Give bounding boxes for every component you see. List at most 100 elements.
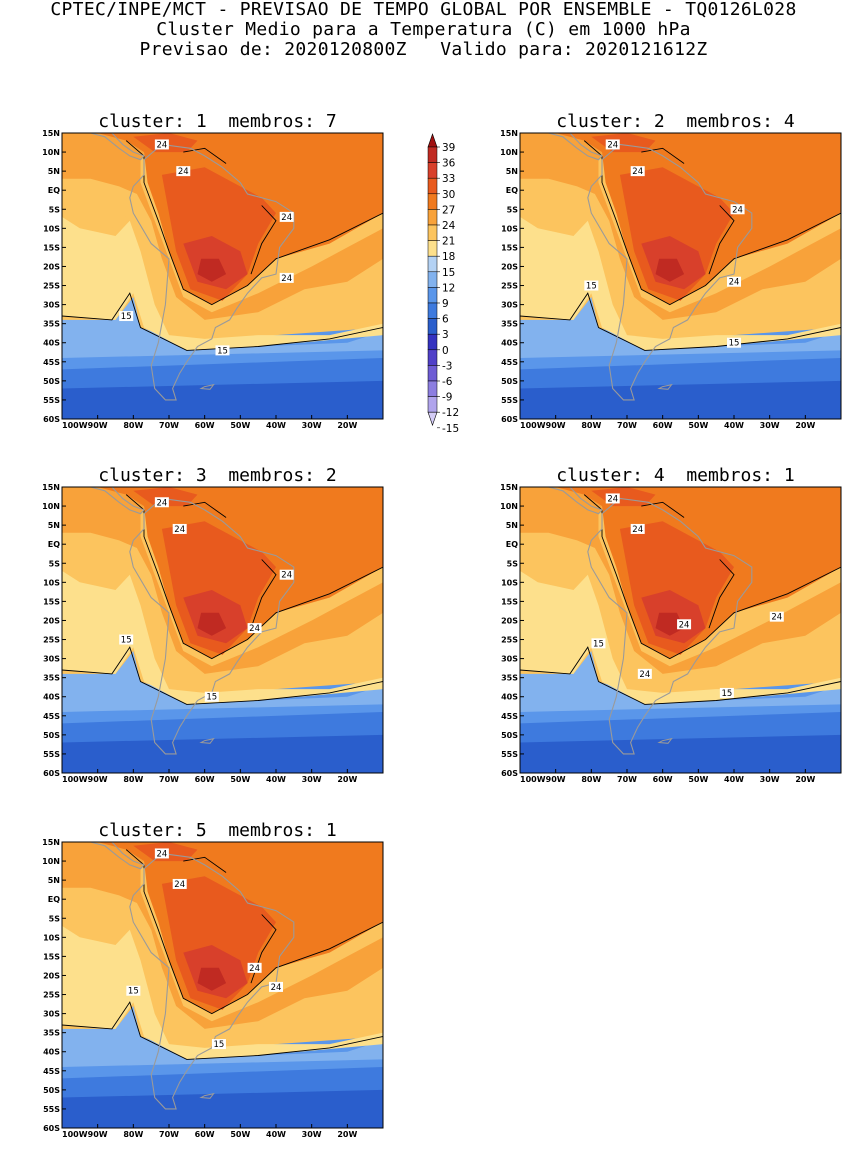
lat-label: 5N <box>506 167 518 176</box>
lat-label: 30S <box>43 655 60 664</box>
colorbar-swatch <box>427 349 438 366</box>
contour-label: 15 <box>214 1040 225 1050</box>
light-blue-band <box>520 651 841 712</box>
header-line-3: Previsao de: 2020120800Z Valido para: 20… <box>139 39 708 60</box>
dark-red-core <box>197 258 227 282</box>
lon-label: 40W <box>266 1130 286 1139</box>
lon-label: 80W <box>581 775 601 784</box>
lon-label: 40W <box>724 421 744 430</box>
contour-label-box <box>119 311 134 322</box>
colorbar-bottom-arrow <box>427 411 438 427</box>
south-america-outline <box>587 497 753 755</box>
contour-label: 24 <box>156 498 167 508</box>
map-frame <box>61 132 384 420</box>
pale-yellow-field <box>62 216 383 351</box>
isotherm-line <box>520 292 841 351</box>
lat-label: 50S <box>43 1086 60 1095</box>
lon-label: 70W <box>617 775 637 784</box>
lat-label: 10N <box>42 502 60 511</box>
contour-label: 15 <box>217 346 228 356</box>
lon-label: 30W <box>302 775 322 784</box>
lon-label: 90W <box>88 421 108 430</box>
header-line-1: CPTEC/INPE/MCT - PREVISAO DE TEMPO GLOBA… <box>50 0 797 20</box>
colorbar-label: 18 <box>442 251 455 263</box>
contour-label-box <box>215 345 230 356</box>
lat-label: 15S <box>501 243 518 252</box>
yellow-field <box>520 171 841 336</box>
central-america-outline <box>62 487 145 515</box>
map-frame <box>519 486 842 774</box>
yellow-field <box>62 525 383 690</box>
pale-yellow-field <box>520 216 841 351</box>
lat-label: 5S <box>507 559 519 568</box>
contour-label-box <box>719 687 734 698</box>
contour-label-box <box>584 280 599 291</box>
lat-label: 15N <box>500 129 518 138</box>
lon-label: 80W <box>123 1130 143 1139</box>
lat-label: 60S <box>501 415 518 424</box>
yellow-field <box>520 525 841 690</box>
colorbar-swatch <box>427 177 438 195</box>
contour-label-box <box>279 272 294 283</box>
contour-label-box <box>591 638 606 649</box>
lon-label: 50W <box>688 421 708 430</box>
lat-label: 55S <box>501 396 518 405</box>
orange-field <box>520 133 841 320</box>
isotherm-line <box>183 856 227 873</box>
colorbar-label: 36 <box>442 158 456 170</box>
contour-label-box <box>172 523 187 534</box>
lon-label: 90W <box>88 1130 108 1139</box>
colorbar-swatch <box>427 380 438 397</box>
lat-label: 45S <box>501 712 518 721</box>
contour-label-box <box>119 634 134 645</box>
colorbar-label: 39 <box>442 142 455 154</box>
orange-field <box>62 842 383 1029</box>
isotherm-line <box>62 646 383 705</box>
colorbar-label: 0 <box>442 345 449 357</box>
map-panel-cluster-3: cluster: 3 membros: 2 24 24 24 24 15 15 15N 10N… <box>42 467 384 784</box>
lon-label: 20W <box>795 421 815 430</box>
contour-label: 24 <box>771 613 782 623</box>
map-frame <box>519 132 842 420</box>
contour-label: 24 <box>732 205 743 215</box>
lon-label: 100W <box>62 775 88 784</box>
lon-label: 100W <box>62 1130 88 1139</box>
colorbar-label: 15 <box>442 267 455 279</box>
isotherm-line <box>183 147 227 164</box>
light-blue-band <box>62 1006 383 1067</box>
light-blue-band <box>62 297 383 358</box>
colorbar-swatch <box>427 240 438 257</box>
lon-label: 90W <box>546 421 566 430</box>
contour-label-box <box>211 1039 226 1050</box>
colorbar-swatch <box>427 255 438 273</box>
contour-label: 24 <box>632 167 643 177</box>
contour-label-box <box>279 211 294 222</box>
contour-label: 24 <box>249 964 260 974</box>
panel-title: cluster: 1 membros: 7 <box>98 111 337 132</box>
orange-field <box>62 487 383 674</box>
colorbar-label: -12 <box>442 407 459 419</box>
lat-label: EQ <box>506 186 518 195</box>
lon-label: 40W <box>266 775 286 784</box>
contour-label: 15 <box>721 689 732 699</box>
map-frame <box>61 486 384 774</box>
colorbar-swatch <box>427 271 438 288</box>
contour-label-box <box>126 985 141 996</box>
colorbar-swatch <box>427 302 438 319</box>
lat-label: 10S <box>43 224 60 233</box>
colorbar-swatch <box>427 333 438 351</box>
colorbar-label: 6 <box>442 314 449 326</box>
lat-label: 10S <box>43 933 60 942</box>
contour-label-box <box>154 497 169 508</box>
yellow-field <box>62 880 383 1045</box>
contour-label-box <box>605 493 620 504</box>
panel-title: cluster: 5 membros: 1 <box>98 820 337 841</box>
contour-label-box <box>204 691 219 702</box>
colorbar-swatch <box>427 287 438 304</box>
lat-label: 55S <box>501 750 518 759</box>
lon-label: 40W <box>266 421 286 430</box>
lat-label: 55S <box>43 1105 60 1114</box>
lon-label: 30W <box>302 421 322 430</box>
lat-label: 60S <box>501 769 518 778</box>
contour-label: 24 <box>281 274 292 284</box>
